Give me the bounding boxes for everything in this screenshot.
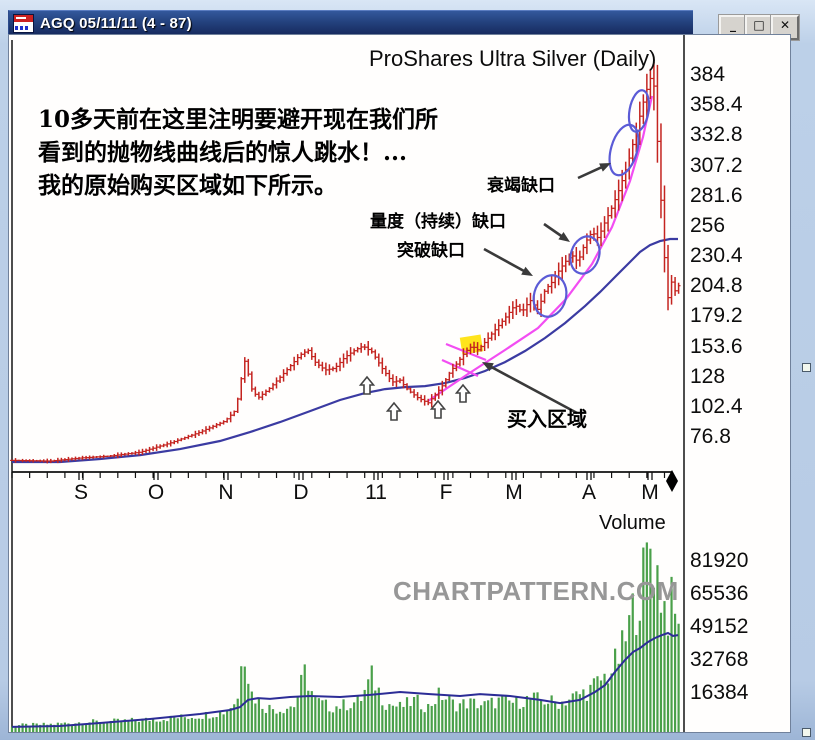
time-axis-label: N — [218, 481, 234, 504]
volume-axis-label: 49152 — [690, 615, 749, 638]
time-axis-label: 11 — [365, 481, 387, 504]
resize-grip[interactable] — [802, 728, 811, 737]
volume-axis-label: 81920 — [690, 549, 749, 572]
app-icon-chart-detail — [15, 25, 30, 30]
volume-axis-label: 65536 — [690, 582, 749, 605]
time-axis-label: M — [505, 481, 523, 504]
price-axis-label: 179.2 — [690, 304, 743, 328]
volume-axis-label: 32768 — [690, 648, 749, 671]
annotation-line-2: 看到的抛物线曲线后的惊人跳水！... — [38, 139, 408, 166]
price-axis-label: 358.4 — [690, 93, 743, 117]
window-title: AGQ 05/11/11 (4 - 87) — [40, 14, 192, 32]
volume-title: Volume — [599, 512, 666, 534]
price-axis-label: 76.8 — [690, 425, 731, 449]
buy-zone-label: 买入区域 — [507, 409, 587, 431]
time-axis-label: M — [641, 481, 659, 504]
chart-title: ProShares Ultra Silver (Daily) — [369, 46, 657, 71]
price-axis-label: 256 — [690, 213, 726, 237]
breakout-gap-label: 突破缺口 — [397, 241, 465, 260]
exhaustion-gap-label: 衰竭缺口 — [487, 176, 555, 195]
time-axis-label: D — [293, 481, 309, 504]
price-axis-label: 307.2 — [690, 153, 743, 177]
measuring-gap-label: 量度（持续）缺口 — [370, 212, 506, 231]
price-axis-label: 102.4 — [690, 394, 743, 418]
splitter-grip[interactable] — [802, 363, 811, 372]
volume-axis-label: 16384 — [690, 681, 749, 704]
annotation-line-1: 10多天前在这里注明要避开现在我们所 — [38, 106, 439, 133]
app-icon[interactable] — [13, 13, 34, 33]
price-axis-label: 128 — [690, 364, 726, 388]
time-axis-label: O — [147, 481, 165, 504]
app-icon-detail — [16, 16, 26, 19]
watermark: CHARTPATTERN.COM — [393, 576, 679, 606]
time-axis-label: A — [581, 481, 597, 504]
price-axis-label: 230.4 — [690, 244, 743, 268]
price-axis-label: 281.6 — [690, 183, 743, 207]
window-titlebar[interactable]: AGQ 05/11/11 (4 - 87) — [8, 10, 693, 35]
analyst-annotation-text: 10多天前在这里注明要避开现在我们所 看到的抛物线曲线后的惊人跳水！... 我的… — [38, 103, 498, 202]
time-axis-label: S — [73, 481, 89, 504]
annotation-line-3: 我的原始购买区域如下所示。 — [38, 172, 337, 199]
price-axis-label: 153.6 — [690, 334, 743, 358]
time-axis-label: F — [439, 481, 453, 504]
price-axis-label: 384 — [690, 63, 726, 86]
price-axis-label: 204.8 — [690, 274, 743, 298]
price-axis-label: 332.8 — [690, 123, 743, 147]
